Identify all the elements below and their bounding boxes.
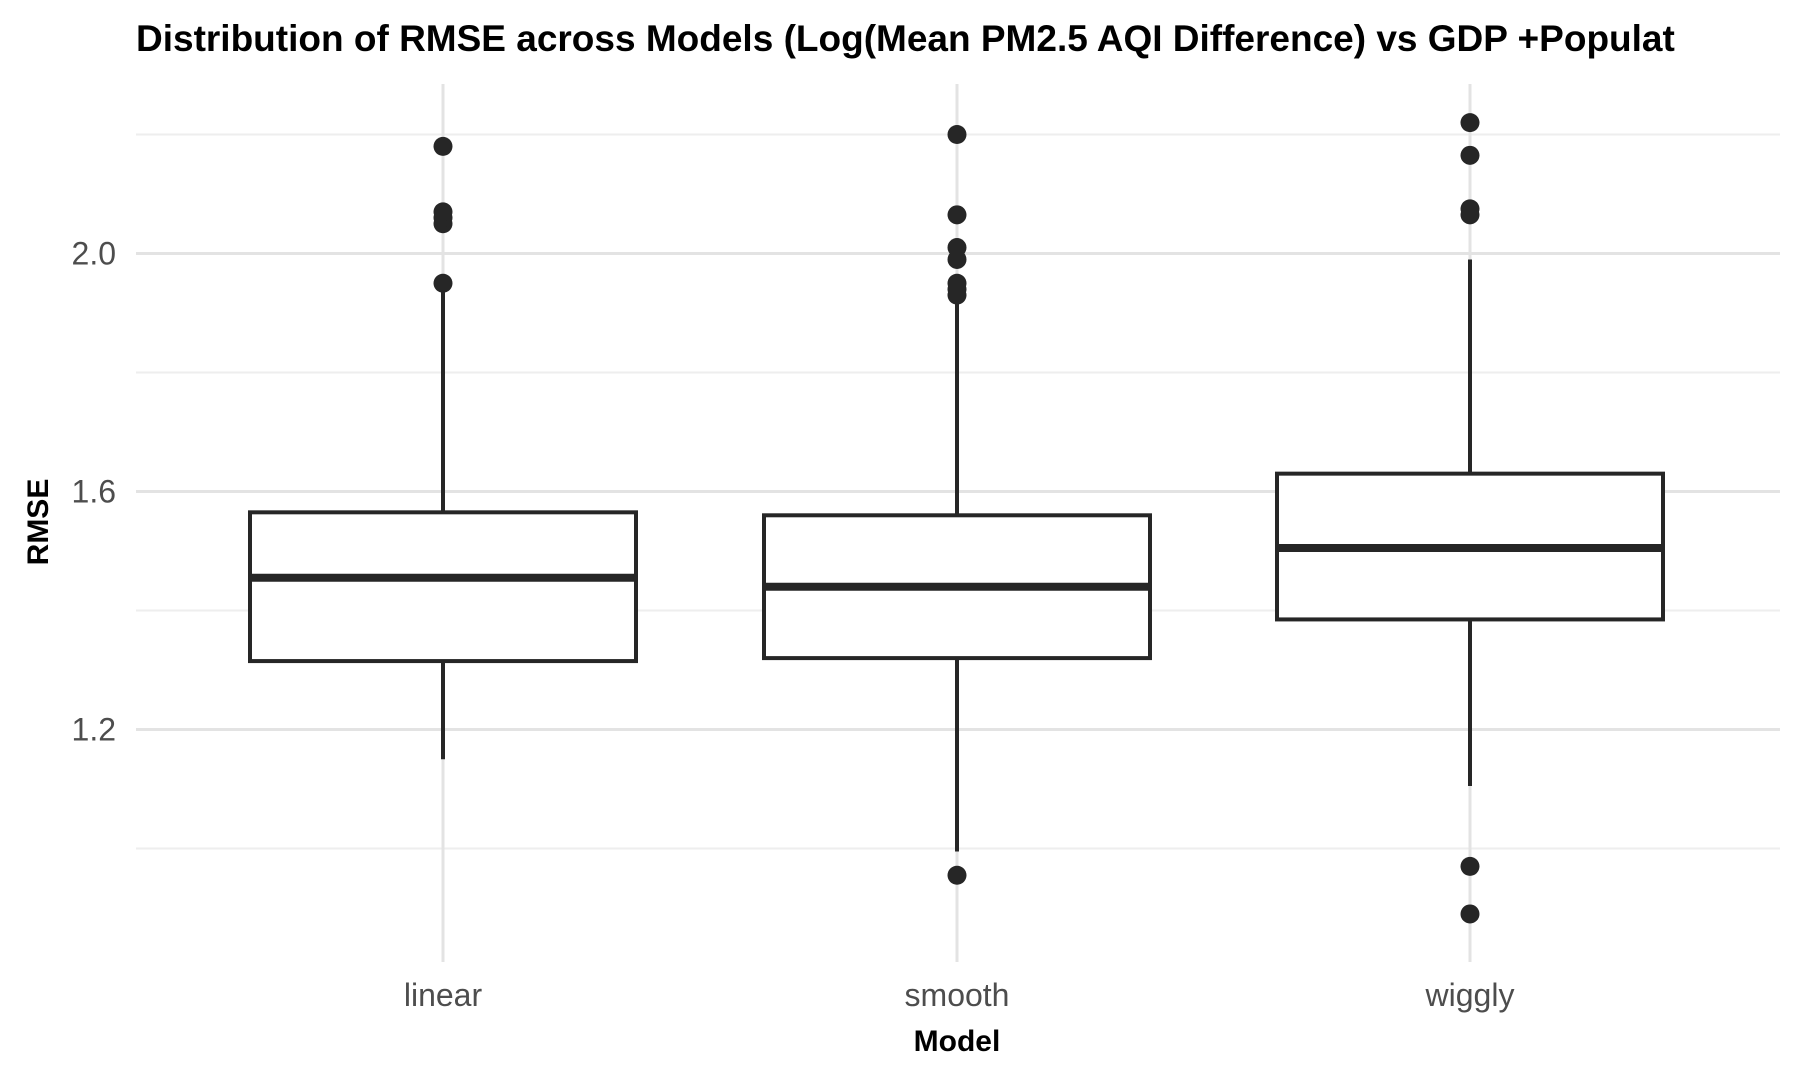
outlier-point — [1460, 145, 1480, 165]
x-tick-label: smooth — [905, 977, 1010, 1013]
outlier-point — [947, 865, 967, 885]
box-smooth — [762, 125, 1152, 885]
x-tick-label: linear — [404, 977, 483, 1013]
outlier-point — [433, 202, 453, 222]
box-wiggly — [1275, 113, 1665, 924]
y-tick-label: 2.0 — [72, 236, 116, 272]
box-linear — [248, 136, 638, 760]
outlier-point — [1460, 904, 1480, 924]
outlier-point — [947, 273, 967, 293]
outlier-point — [433, 136, 453, 156]
y-tick-label: 1.6 — [72, 474, 116, 510]
boxes — [248, 113, 1665, 924]
chart-title: Distribution of RMSE across Models (Log(… — [136, 18, 1675, 59]
outlier-point — [1460, 199, 1480, 219]
outlier-point — [1460, 856, 1480, 876]
x-tick-label: wiggly — [1425, 977, 1515, 1013]
outlier-point — [947, 238, 967, 258]
tick-labels: 1.2 1.6 2.0 linear smooth wiggly — [72, 236, 1515, 1014]
x-axis-title: Model — [914, 1025, 1001, 1058]
outlier-point — [433, 273, 453, 293]
outlier-point — [947, 205, 967, 225]
y-axis-title: RMSE — [22, 479, 55, 566]
outlier-point — [1460, 113, 1480, 133]
y-tick-label: 1.2 — [72, 712, 116, 748]
outlier-point — [947, 125, 967, 144]
iqr-box — [248, 510, 638, 664]
